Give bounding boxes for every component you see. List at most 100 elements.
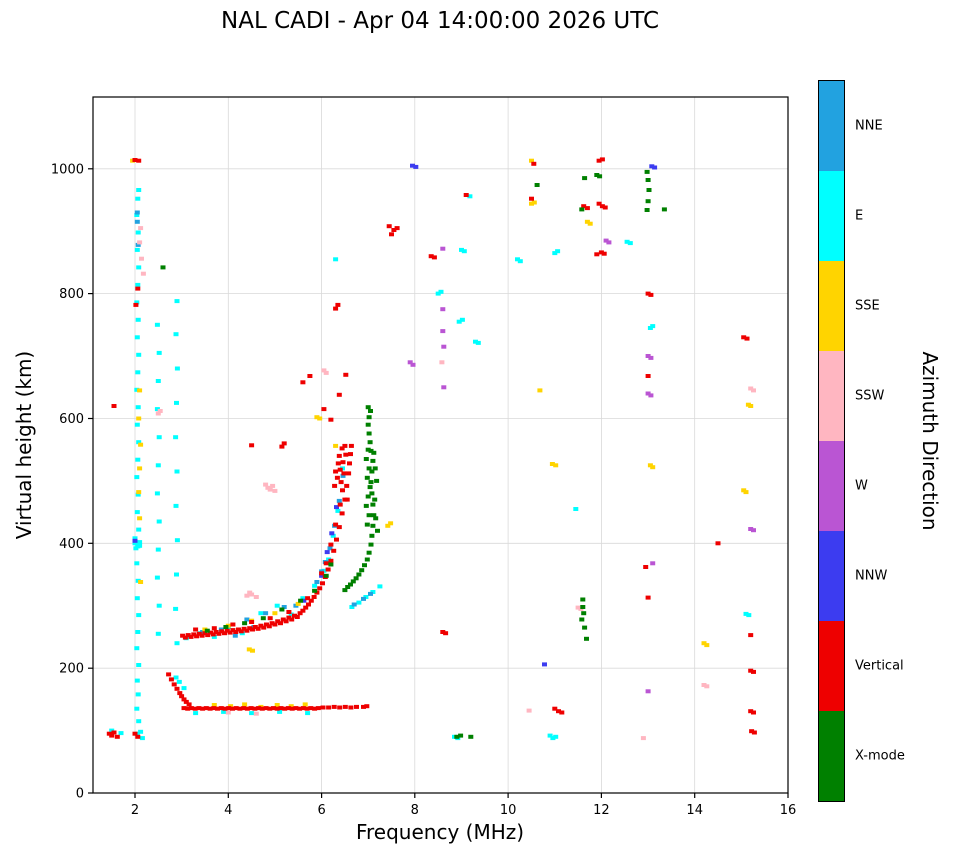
data-point (155, 463, 161, 468)
data-point (365, 405, 371, 410)
data-point (594, 252, 600, 257)
data-point (223, 625, 229, 629)
data-point (440, 630, 446, 634)
data-point (606, 240, 612, 245)
data-point (272, 488, 278, 493)
data-point (328, 558, 334, 563)
data-point (155, 547, 161, 552)
data-point (365, 422, 371, 427)
data-point (272, 622, 278, 627)
colorbar-category-label: SSW (855, 388, 885, 404)
data-point (134, 213, 140, 217)
data-point (748, 668, 754, 673)
data-point (174, 400, 179, 405)
data-point (135, 405, 141, 410)
data-point (134, 646, 140, 651)
data-point (230, 622, 236, 627)
data-point (371, 513, 377, 518)
data-point (211, 634, 217, 639)
data-point (359, 568, 365, 573)
data-point (342, 588, 348, 593)
data-point (356, 572, 362, 577)
data-point (215, 706, 220, 711)
y-tick-label: 0 (76, 787, 84, 802)
data-point (463, 193, 469, 197)
data-point (132, 541, 138, 546)
data-point (323, 573, 329, 578)
data-point (244, 628, 250, 633)
data-point (137, 388, 143, 393)
data-point (349, 605, 355, 609)
data-point (370, 523, 376, 528)
data-point (199, 633, 205, 638)
x-tick-label: 16 (780, 803, 797, 818)
data-point (135, 457, 141, 462)
colorbar-category-label: NNW (855, 568, 888, 584)
data-point (428, 254, 434, 259)
data-point (312, 588, 318, 593)
colorbar-title: Azimuth Direction (918, 351, 942, 531)
data-point (132, 536, 138, 541)
data-point (389, 232, 394, 237)
data-point (584, 636, 589, 641)
data-point (328, 417, 334, 422)
x-tick-label: 6 (317, 803, 325, 818)
data-point (183, 699, 189, 704)
data-point (300, 608, 306, 613)
data-point (304, 706, 310, 711)
data-point (285, 706, 291, 711)
data-point (343, 452, 349, 457)
data-point (135, 370, 141, 375)
data-point (335, 302, 341, 307)
data-point (661, 207, 667, 212)
data-point (337, 705, 343, 710)
data-point (272, 611, 278, 616)
data-point (317, 586, 323, 591)
data-point (555, 249, 561, 254)
data-point (337, 502, 343, 507)
data-point (279, 444, 285, 449)
data-point (181, 686, 187, 691)
data-point (347, 461, 352, 466)
data-point (191, 632, 197, 637)
data-point (264, 622, 269, 627)
data-point (307, 374, 313, 378)
data-point (368, 409, 373, 413)
data-point (261, 625, 267, 630)
data-point (394, 226, 400, 231)
data-point (222, 631, 227, 636)
data-point (314, 580, 320, 584)
data-point (226, 706, 232, 711)
data-point (459, 247, 464, 252)
data-point (644, 208, 650, 212)
data-point (704, 684, 710, 689)
data-point (174, 538, 180, 543)
data-point (312, 706, 318, 711)
data-point (336, 453, 342, 458)
data-point (645, 374, 651, 378)
data-point (573, 507, 579, 511)
data-point (584, 206, 590, 211)
data-point (314, 415, 320, 420)
data-point (550, 736, 556, 741)
data-point (323, 561, 329, 566)
data-point (364, 557, 370, 562)
data-point (244, 593, 250, 598)
data-point (575, 605, 581, 610)
data-point (461, 249, 467, 254)
data-point (137, 543, 143, 548)
data-point (321, 368, 327, 373)
data-point (645, 595, 651, 600)
data-point (138, 226, 144, 231)
data-point (259, 706, 265, 711)
data-point (182, 635, 188, 640)
data-point (348, 705, 354, 710)
data-point (333, 257, 339, 262)
data-point (350, 579, 356, 584)
data-point (174, 366, 180, 371)
data-point (366, 550, 372, 555)
data-point (361, 596, 366, 601)
data-point (328, 562, 334, 567)
data-point (173, 503, 179, 508)
